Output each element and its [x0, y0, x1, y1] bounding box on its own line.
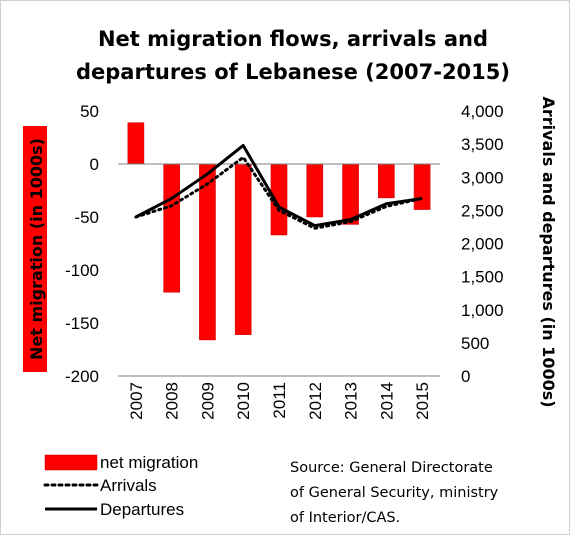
bar-net-migration-2010 — [234, 163, 252, 335]
source-line-2: of General Security, ministry — [290, 485, 499, 501]
x-tick-label-2012: 2012 — [306, 382, 325, 420]
left-axis-label-background — [23, 126, 47, 372]
right-tick-label: 1,000 — [461, 301, 504, 320]
bar-net-migration-2009 — [199, 163, 216, 341]
bar-net-migration-2014 — [378, 163, 395, 199]
bar-net-migration-2013 — [342, 163, 359, 225]
right-tick-label: 3,500 — [461, 135, 504, 154]
x-tick-label-2008: 2008 — [163, 382, 182, 420]
source-line-1: Source: General Directorate — [290, 460, 493, 476]
x-tick-label-2011: 2011 — [270, 382, 289, 419]
left-tick-label: -100 — [65, 261, 99, 280]
chart-title-line-2: departures of Lebanese (2007-2015) — [76, 60, 510, 84]
left-tick-label: -50 — [74, 208, 99, 227]
source-line-3: of Interior/CAS. — [290, 510, 400, 526]
x-tick-label-2015: 2015 — [413, 382, 432, 420]
left-tick-label: 0 — [90, 155, 99, 174]
right-tick-label: 0 — [461, 367, 470, 386]
right-axis-ticks: 4,000 3,500 3,000 2,500 2,000 1,500 1,000 500 0 — [461, 102, 504, 386]
right-tick-label: 4,000 — [461, 102, 504, 121]
right-tick-label: 3,000 — [461, 168, 504, 187]
x-tick-label-2013: 2013 — [342, 382, 361, 420]
bar-net-migration-2012 — [306, 163, 324, 218]
x-axis-ticks: 2007 2008 2009 2010 2011 2012 2013 2014 2015 — [127, 382, 432, 420]
bar-net-migration-2007 — [127, 122, 145, 165]
bar-net-migration-2015 — [413, 163, 431, 210]
legend-label-net-migration: net migration — [100, 453, 198, 472]
x-tick-label-2007: 2007 — [127, 382, 146, 420]
legend-label-departures: Departures — [100, 500, 184, 519]
legend-label-arrivals: Arrivals — [100, 476, 157, 495]
left-tick-label: 50 — [80, 102, 99, 121]
legend-swatch-net-migration — [44, 454, 98, 471]
right-tick-label: 2,500 — [461, 201, 504, 220]
left-axis-label: Net migration (in 1000s) — [27, 138, 46, 360]
left-tick-label: -150 — [65, 314, 99, 333]
left-tick-label: -200 — [65, 367, 99, 386]
line-departures — [135, 143, 423, 228]
x-tick-label-2009: 2009 — [198, 382, 217, 420]
right-tick-label: 1,500 — [461, 268, 504, 287]
right-tick-label: 500 — [461, 334, 489, 353]
x-tick-label-2014: 2014 — [377, 382, 396, 420]
bar-net-migration-2008 — [163, 163, 180, 293]
chart-axes — [118, 163, 440, 377]
x-tick-label-2010: 2010 — [234, 382, 253, 420]
right-axis-label: Arrivals and departures (in 1000s) — [539, 96, 558, 407]
left-axis-ticks: 50 0 -50 -100 -150 -200 — [65, 102, 99, 386]
chart-title-line-1: Net migration flows, arrivals and — [98, 27, 488, 51]
series-lines — [134, 143, 424, 230]
right-tick-label: 2,000 — [461, 235, 504, 254]
line-arrivals — [134, 155, 424, 230]
net-migration-bars — [127, 122, 431, 341]
